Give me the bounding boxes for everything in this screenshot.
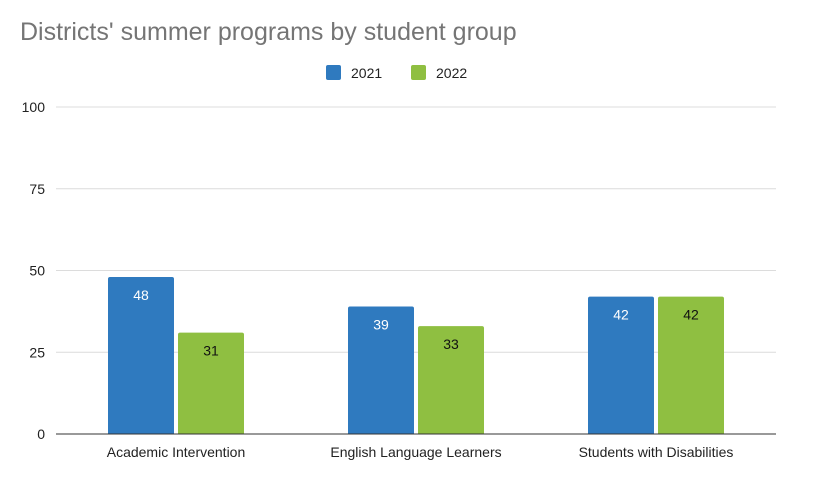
y-tick-label: 0	[37, 426, 45, 442]
data-label: 42	[683, 307, 699, 323]
chart-title: Districts' summer programs by student gr…	[20, 18, 517, 46]
data-label: 31	[203, 343, 219, 359]
y-tick-label: 100	[22, 99, 46, 115]
bar-2022-2	[658, 296, 724, 434]
legend-label: 2021	[351, 65, 382, 81]
bar-2022-1	[418, 326, 484, 434]
legend-swatch-2022	[411, 65, 426, 80]
y-tick-label: 25	[29, 344, 45, 360]
data-label: 42	[613, 307, 629, 323]
x-axis-categories: Academic Intervention English Language Le…	[107, 444, 734, 460]
data-label: 33	[443, 336, 459, 352]
data-label: 39	[373, 316, 389, 332]
x-category-label: Students with Disabilities	[579, 444, 734, 460]
legend: 2021 2022	[326, 65, 467, 81]
bar-2021-1	[348, 306, 414, 434]
bars	[108, 277, 724, 434]
data-label: 48	[133, 287, 149, 303]
x-category-label: English Language Learners	[330, 444, 501, 460]
bar-2021-2	[588, 296, 654, 434]
gridlines	[56, 106, 776, 353]
y-tick-label: 50	[29, 263, 45, 279]
bar-2021-0	[108, 277, 174, 434]
data-labels: 48 31 39 33 42 42	[133, 287, 699, 359]
legend-swatch-2021	[326, 65, 341, 80]
bar-2022-0	[178, 332, 244, 434]
legend-label: 2022	[436, 65, 467, 81]
y-tick-label: 75	[29, 181, 45, 197]
x-category-label: Academic Intervention	[107, 444, 246, 460]
y-axis-ticks: 0 25 50 75 100	[22, 99, 46, 442]
